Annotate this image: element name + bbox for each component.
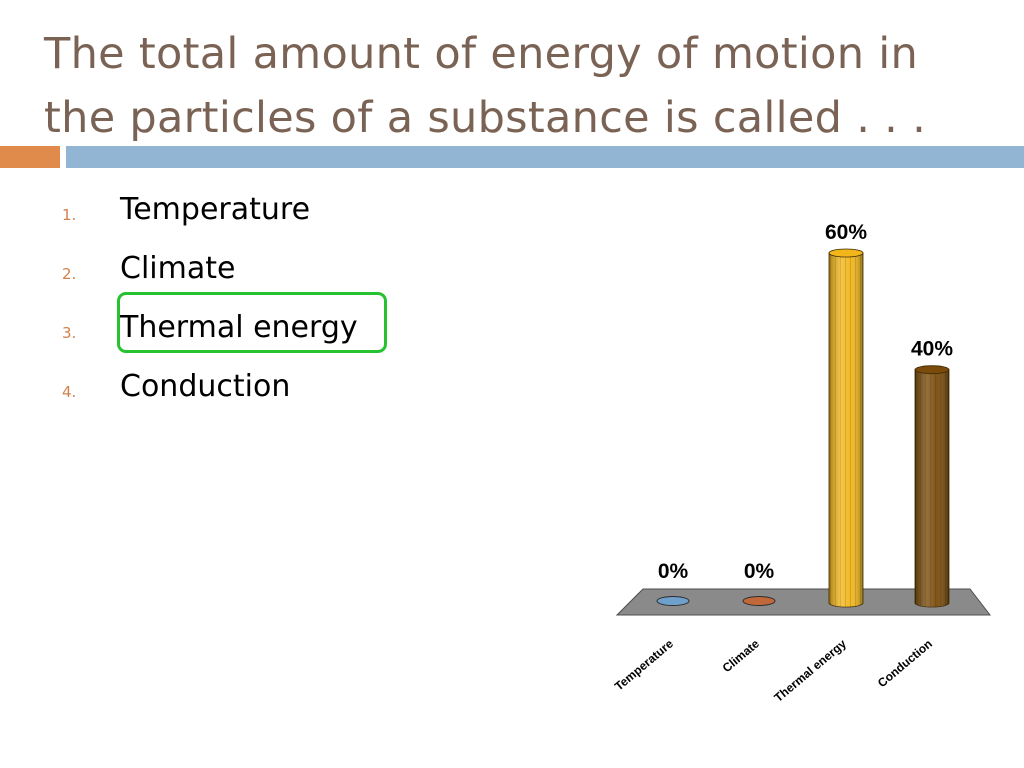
title-rule-blue — [66, 146, 1024, 168]
bar-conduction — [914, 365, 950, 608]
value-label-thermal-energy: 60% — [825, 221, 867, 244]
response-bar-chart: 0% Temperature 0% Climate 60% Thermal energy 4… — [612, 221, 992, 705]
answer-number: 2. — [62, 265, 77, 283]
category-label-conduction: Conduction — [875, 637, 935, 691]
answer-number: 3. — [62, 324, 77, 342]
chart-labels: 0% Temperature 0% Climate 60% Thermal energy 4… — [612, 221, 953, 705]
answer-label: Temperature — [120, 192, 311, 227]
answer-number: 1. — [62, 206, 77, 224]
category-label-climate: Climate — [720, 636, 762, 675]
answer-label: Climate — [120, 251, 236, 286]
value-label-conduction: 40% — [911, 338, 953, 361]
chart-marks — [656, 248, 950, 608]
slide-title: The total amount of energy of motion in … — [44, 22, 1004, 150]
category-label-temperature: Temperature — [612, 636, 676, 693]
category-label-thermal-energy: Thermal energy — [771, 636, 849, 704]
value-label-climate: 0% — [744, 560, 775, 583]
value-label-temperature: 0% — [658, 560, 689, 583]
bar-temperature — [656, 596, 690, 606]
bar-climate — [742, 596, 776, 606]
bar-thermal-energy — [828, 248, 864, 608]
answer-label: Conduction — [120, 369, 291, 404]
title-rule-orange — [0, 146, 60, 168]
slide-title-line-2: the particles of a substance is called .… — [44, 93, 927, 143]
answer-label: Thermal energy — [120, 310, 358, 345]
slide-title-line-1: The total amount of energy of motion in — [44, 29, 919, 79]
answer-number: 4. — [62, 383, 77, 401]
correct-answer-highlight — [117, 292, 387, 353]
